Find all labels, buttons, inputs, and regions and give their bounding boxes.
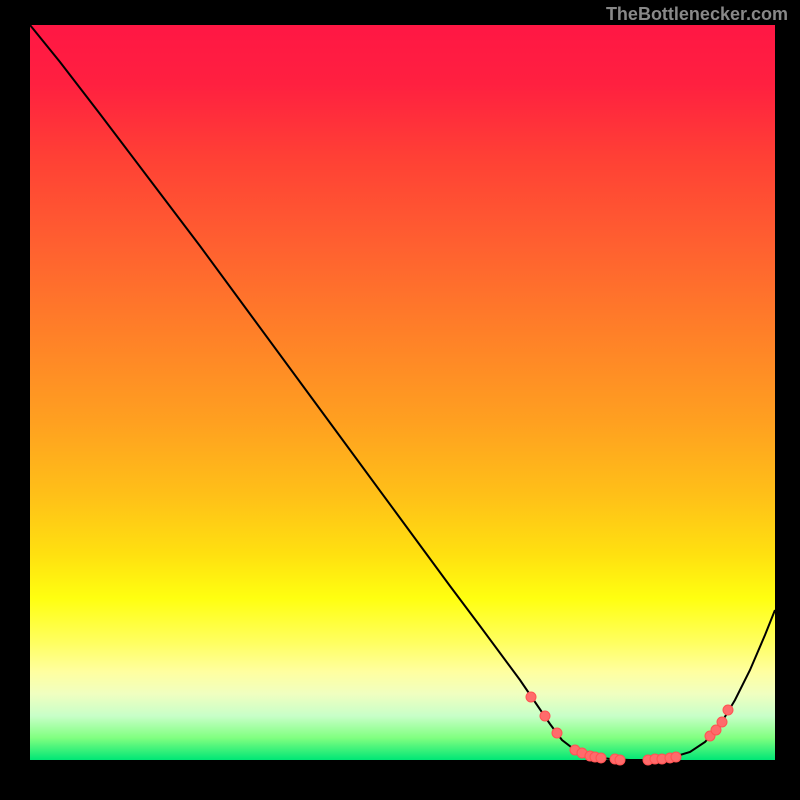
data-marker [526,692,536,702]
watermark-text: TheBottlenecker.com [606,4,788,25]
data-marker [717,717,727,727]
data-marker [596,753,606,763]
data-marker [723,705,733,715]
data-marker [615,755,625,765]
data-marker [671,752,681,762]
bottleneck-chart: TheBottlenecker.com [0,0,800,800]
data-marker [552,728,562,738]
plot-background [30,25,775,760]
data-marker [540,711,550,721]
chart-svg [0,0,800,800]
